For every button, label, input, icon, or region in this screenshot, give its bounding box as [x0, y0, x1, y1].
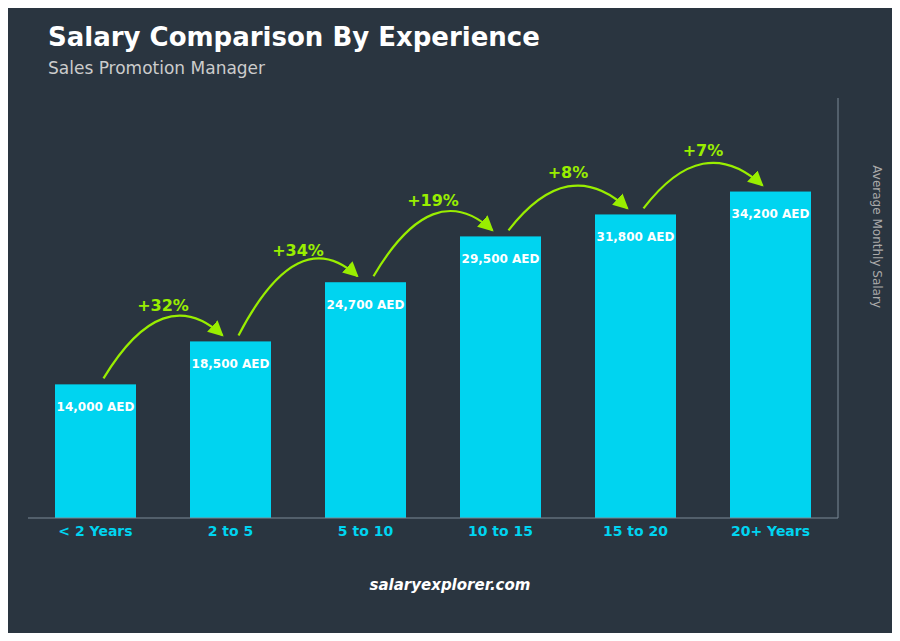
svg-text:+19%: +19% — [407, 191, 459, 210]
svg-text:18,500 AED: 18,500 AED — [192, 357, 270, 371]
svg-text:34,200 AED: 34,200 AED — [732, 207, 810, 221]
html-text:Sales Promotion Manager: Sales Promotion Manager — [48, 58, 266, 78]
html-text:salaryexplorer.com: salaryexplorer.com — [369, 576, 531, 594]
svg-text:20+ Years: 20+ Years — [731, 523, 810, 539]
svg-text:10 to 15: 10 to 15 — [468, 523, 533, 539]
html-text:Salary Comparison By Experienc: Salary Comparison By Experience — [48, 22, 540, 52]
svg-text:14,000 AED: 14,000 AED — [57, 400, 135, 414]
svg-text:31,800 AED: 31,800 AED — [597, 230, 675, 244]
svg-text:5 to 10: 5 to 10 — [338, 523, 394, 539]
svg-text:24,700 AED: 24,700 AED — [327, 298, 405, 312]
svg-text:+32%: +32% — [137, 296, 189, 315]
svg-text:+7%: +7% — [683, 141, 724, 160]
svg-text:29,500 AED: 29,500 AED — [462, 252, 540, 266]
svg-text:2 to 5: 2 to 5 — [208, 523, 254, 539]
svg-text:15 to 20: 15 to 20 — [603, 523, 668, 539]
svg-text:+34%: +34% — [272, 241, 324, 260]
svg-text:< 2 Years: < 2 Years — [58, 523, 132, 539]
svg-text:Average Monthly Salary: Average Monthly Salary — [870, 165, 884, 308]
svg-text:+8%: +8% — [548, 163, 589, 182]
